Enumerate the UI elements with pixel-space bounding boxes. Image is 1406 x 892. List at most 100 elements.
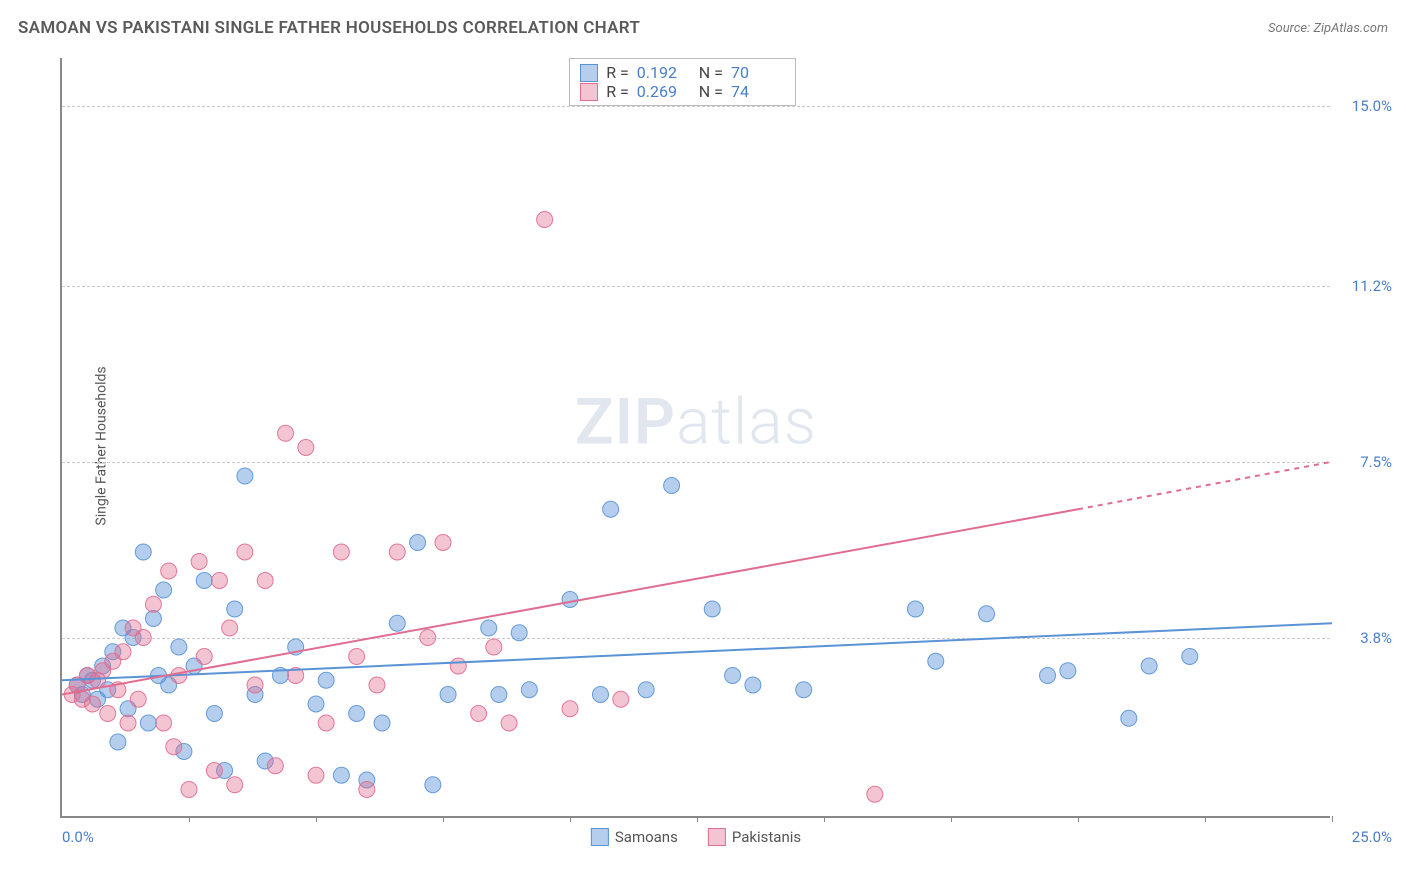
data-point (196, 573, 212, 589)
data-point (110, 734, 126, 750)
source-attribution: Source: ZipAtlas.com (1268, 21, 1388, 36)
data-point (613, 691, 629, 707)
series-swatch (580, 83, 598, 101)
data-point (374, 715, 390, 731)
source-name: ZipAtlas.com (1313, 21, 1388, 36)
data-point (333, 767, 349, 783)
data-point (440, 687, 456, 703)
data-point (267, 758, 283, 774)
data-point (1040, 668, 1056, 684)
r-value: 0.192 (637, 63, 691, 82)
data-point (410, 535, 426, 551)
data-point (1060, 663, 1076, 679)
x-tick-mark (1205, 816, 1206, 822)
data-point (425, 777, 441, 793)
x-tick-mark (443, 816, 444, 822)
data-point (435, 535, 451, 551)
data-point (135, 630, 151, 646)
data-point (704, 601, 720, 617)
data-point (562, 592, 578, 608)
data-point (145, 596, 161, 612)
r-value: 0.269 (637, 82, 691, 101)
y-tick-label: 3.8% (1360, 629, 1392, 647)
data-point (481, 620, 497, 636)
data-point (1121, 710, 1137, 726)
data-point (318, 715, 334, 731)
series-swatch (580, 64, 598, 82)
data-point (206, 763, 222, 779)
x-tick-mark (1078, 816, 1079, 822)
data-point (237, 544, 253, 560)
x-tick-mark (316, 816, 317, 822)
data-point (278, 425, 294, 441)
data-point (120, 715, 136, 731)
chart-title: SAMOAN VS PAKISTANI SINGLE FATHER HOUSEH… (18, 18, 640, 38)
legend-label: Samoans (615, 828, 678, 846)
data-point (389, 544, 405, 560)
legend-item: Samoans (591, 828, 678, 846)
legend-label: Pakistanis (732, 828, 801, 846)
header: SAMOAN VS PAKISTANI SINGLE FATHER HOUSEH… (18, 18, 1388, 38)
x-tick-mark (824, 816, 825, 822)
x-tick-mark (1332, 816, 1333, 822)
data-point (115, 644, 131, 660)
data-point (237, 468, 253, 484)
x-tick-mark (570, 816, 571, 822)
stats-row: R =0.192N =70 (580, 63, 785, 82)
data-point (140, 715, 156, 731)
data-point (257, 573, 273, 589)
data-point (298, 440, 314, 456)
data-point (603, 501, 619, 517)
data-point (161, 563, 177, 579)
data-point (521, 682, 537, 698)
data-point (907, 601, 923, 617)
data-point (211, 573, 227, 589)
data-point (191, 554, 207, 570)
data-point (471, 706, 487, 722)
data-point (318, 672, 334, 688)
data-point (562, 701, 578, 717)
data-point (664, 478, 680, 494)
r-label: R = (606, 63, 629, 82)
data-point (796, 682, 812, 698)
stats-row: R =0.269N =74 (580, 82, 785, 101)
data-point (222, 620, 238, 636)
data-point (100, 706, 116, 722)
series-swatch (591, 828, 609, 846)
data-point (369, 677, 385, 693)
data-point (450, 658, 466, 674)
n-label: N = (699, 82, 723, 101)
series-swatch (708, 828, 726, 846)
y-tick-label: 11.2% (1352, 277, 1392, 295)
data-point (592, 687, 608, 703)
data-point (349, 706, 365, 722)
n-value: 70 (731, 63, 785, 82)
data-point (537, 212, 553, 228)
data-point (511, 625, 527, 641)
data-point (181, 782, 197, 798)
data-point (638, 682, 654, 698)
data-point (145, 611, 161, 627)
data-point (247, 677, 263, 693)
data-point (867, 786, 883, 802)
legend: Samoans Pakistanis (591, 828, 801, 846)
data-point (227, 601, 243, 617)
data-point (389, 615, 405, 631)
data-point (359, 782, 375, 798)
legend-item: Pakistanis (708, 828, 801, 846)
trend-line-extrapolated (1078, 462, 1332, 510)
data-point (333, 544, 349, 560)
n-value: 74 (731, 82, 785, 101)
x-tick-mark (697, 816, 698, 822)
trend-line (62, 509, 1078, 694)
data-point (196, 649, 212, 665)
y-tick-label: 7.5% (1360, 453, 1392, 471)
data-point (206, 706, 222, 722)
x-tick-mark (189, 816, 190, 822)
data-point (227, 777, 243, 793)
data-point (1182, 649, 1198, 665)
data-point (166, 739, 182, 755)
scatter-svg (62, 58, 1330, 816)
data-point (308, 696, 324, 712)
data-point (501, 715, 517, 731)
